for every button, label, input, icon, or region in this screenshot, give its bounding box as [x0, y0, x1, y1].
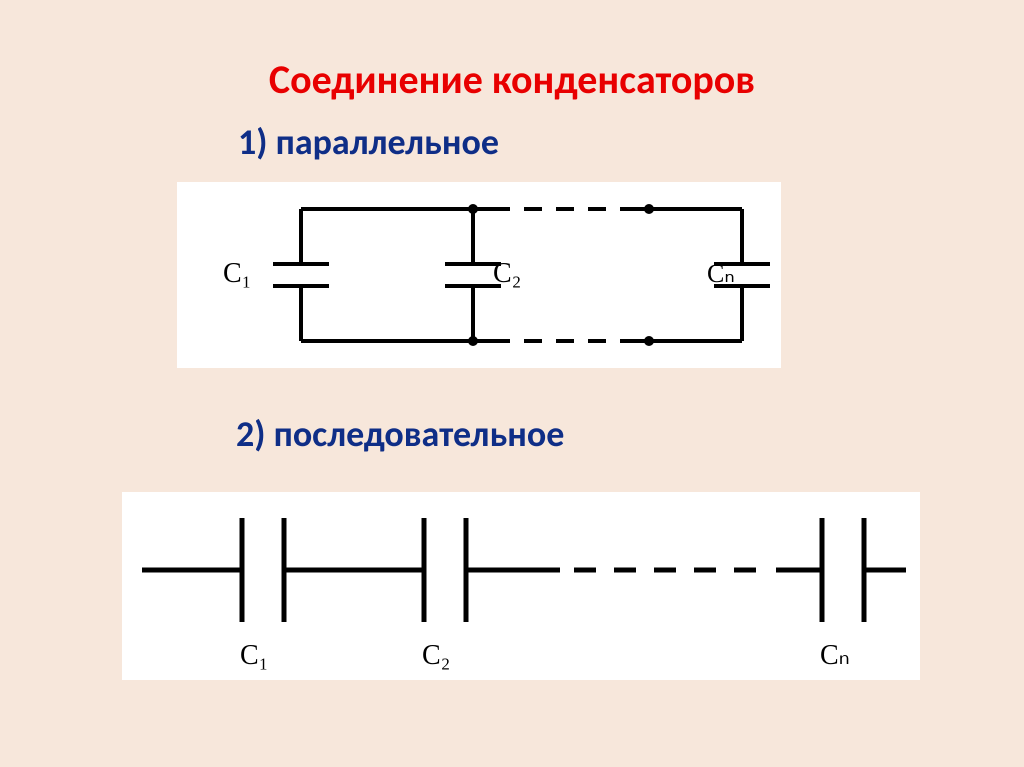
svg-text:Cₙ: Cₙ — [707, 259, 735, 288]
svg-text:C₁: C₁ — [223, 258, 251, 289]
section-1-label: 1) параллельное — [238, 120, 499, 164]
svg-text:C₁: C₁ — [240, 640, 268, 671]
svg-text:C₂: C₂ — [422, 640, 450, 671]
svg-text:C₂: C₂ — [493, 258, 521, 289]
svg-text:Cₙ: Cₙ — [820, 640, 850, 671]
diagram-parallel: C₁ C₂ Cₙ — [177, 182, 781, 368]
page-title: Соединение конденсаторов — [0, 55, 1024, 104]
slide-root: Соединение конденсаторов 1) параллельное… — [0, 0, 1024, 767]
section-2-label: 2) последовательное — [236, 412, 564, 456]
diagram-series: C₁ C₂ Cₙ — [122, 492, 920, 680]
parallel-circuit-svg: C₁ C₂ Cₙ — [177, 182, 781, 368]
series-circuit-svg: C₁ C₂ Cₙ — [122, 492, 920, 680]
